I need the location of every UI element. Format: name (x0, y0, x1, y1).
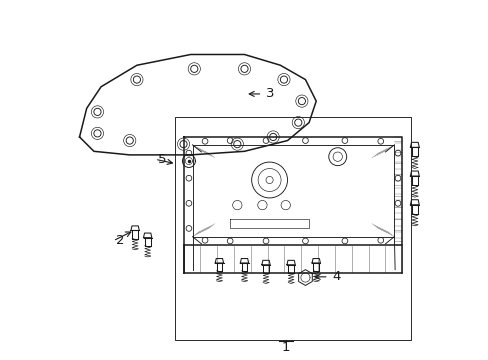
Text: 4: 4 (332, 270, 340, 283)
Text: 1: 1 (281, 341, 289, 354)
Bar (174, 117, 410, 339)
Text: 5: 5 (158, 153, 166, 166)
Text: 2: 2 (116, 234, 125, 247)
Text: 3: 3 (265, 87, 274, 100)
